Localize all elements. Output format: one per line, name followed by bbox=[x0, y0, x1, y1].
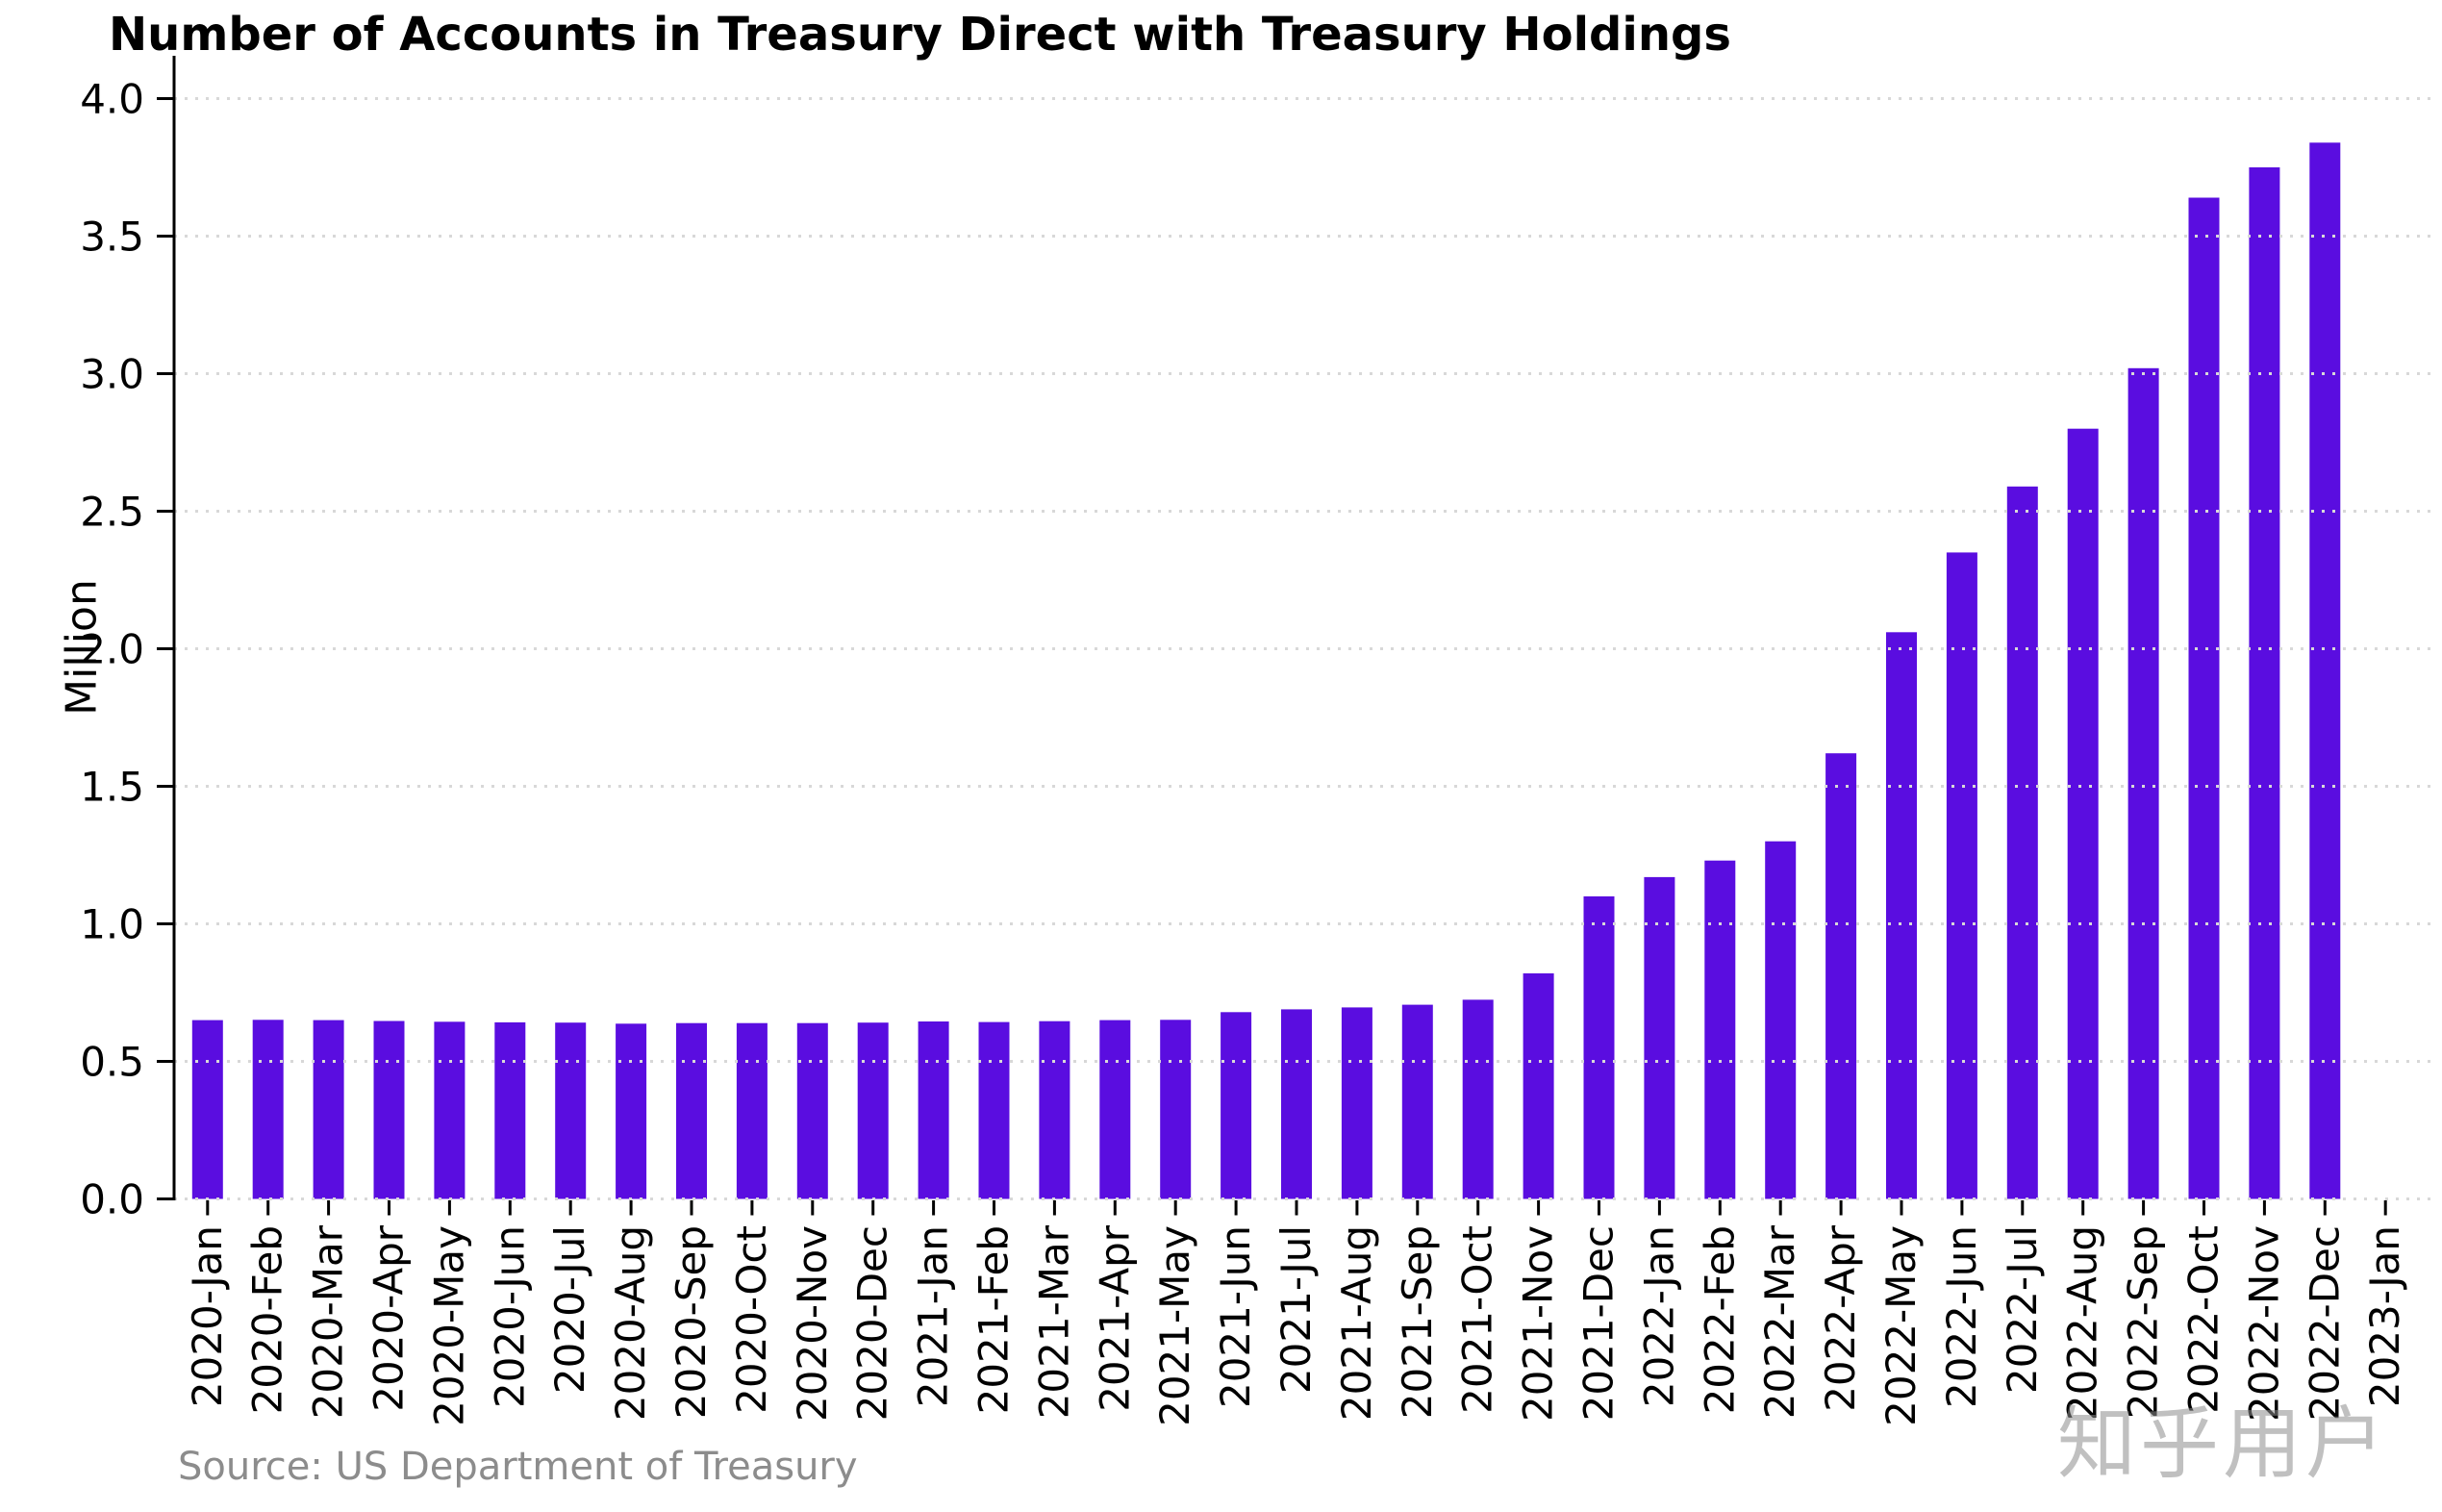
x-tick-label-2021-Nov: 2021-Nov bbox=[1515, 1225, 1562, 1422]
x-tick-label-2020-Sep: 2020-Sep bbox=[667, 1225, 715, 1419]
x-tick-label-2020-Mar: 2020-Mar bbox=[305, 1224, 352, 1419]
bar-2020-Aug bbox=[616, 1023, 647, 1199]
x-tick-label-2021-Mar: 2021-Mar bbox=[1030, 1224, 1077, 1419]
y-tick-label-1.5: 1.5 bbox=[80, 764, 144, 811]
bar-2022-Jan bbox=[1644, 876, 1675, 1199]
x-tick-label-2022-Feb: 2022-Feb bbox=[1696, 1225, 1743, 1414]
x-tick-label-2022-Jul: 2022-Jul bbox=[1999, 1225, 2046, 1394]
x-tick-label-2020-Oct: 2020-Oct bbox=[728, 1225, 775, 1414]
x-tick-label-2020-Apr: 2020-Apr bbox=[365, 1224, 413, 1412]
x-tick-label-2021-Feb: 2021-Feb bbox=[970, 1225, 1018, 1414]
x-tick-label-2022-Sep: 2022-Sep bbox=[2120, 1225, 2167, 1419]
y-tick-label-1.0: 1.0 bbox=[80, 901, 144, 948]
source-text: Source: US Department of Treasury bbox=[178, 1445, 858, 1489]
bar-2021-Jan bbox=[918, 1021, 949, 1199]
bar-2022-Aug bbox=[2067, 428, 2099, 1199]
bar-2021-May bbox=[1160, 1020, 1192, 1199]
x-tick-label-2022-Jun: 2022-Jun bbox=[1938, 1225, 1985, 1408]
x-tick-label-2020-May: 2020-May bbox=[425, 1225, 472, 1426]
bar-2021-Jun bbox=[1221, 1012, 1252, 1199]
bar-2021-Aug bbox=[1341, 1007, 1372, 1199]
y-tick-label-2.0: 2.0 bbox=[80, 626, 144, 673]
bar-2021-Apr bbox=[1099, 1020, 1131, 1199]
x-tick-label-2022-Dec: 2022-Dec bbox=[2301, 1225, 2348, 1421]
y-tick-label-2.5: 2.5 bbox=[80, 489, 144, 536]
y-tick-label-4.0: 4.0 bbox=[80, 76, 144, 123]
x-tick-label-2022-Apr: 2022-Apr bbox=[1817, 1224, 1864, 1412]
x-tick-label-2022-May: 2022-May bbox=[1877, 1225, 1925, 1426]
bar-2021-Sep bbox=[1401, 1004, 1433, 1199]
bar-2021-Jul bbox=[1281, 1009, 1312, 1199]
bar-2022-Apr bbox=[1825, 753, 1857, 1199]
bar-2021-Dec bbox=[1583, 895, 1615, 1199]
x-tick-label-2021-Dec: 2021-Dec bbox=[1575, 1225, 1623, 1421]
x-tick-label-2021-Oct: 2021-Oct bbox=[1454, 1225, 1501, 1414]
bar-2020-Jul bbox=[555, 1022, 587, 1199]
x-tick-label-2020-Jun: 2020-Jun bbox=[486, 1225, 533, 1408]
x-tick-label-2022-Oct: 2022-Oct bbox=[2180, 1225, 2228, 1414]
x-tick-label-2022-Aug: 2022-Aug bbox=[2059, 1225, 2106, 1421]
x-tick-label-2022-Nov: 2022-Nov bbox=[2240, 1225, 2287, 1422]
bar-2022-Jun bbox=[1946, 552, 1977, 1199]
bar-2022-Feb bbox=[1704, 860, 1736, 1199]
y-tick-label-3.5: 3.5 bbox=[80, 214, 144, 261]
bar-2022-Jul bbox=[2006, 486, 2038, 1199]
bar-2022-Nov bbox=[2249, 167, 2280, 1199]
x-tick-label-2020-Jan: 2020-Jan bbox=[184, 1225, 231, 1407]
bar-2020-Sep bbox=[676, 1022, 707, 1199]
bar-2020-Nov bbox=[796, 1022, 828, 1199]
watermark-text: 知乎用户 bbox=[2056, 1399, 2388, 1490]
x-tick-label-2021-Aug: 2021-Aug bbox=[1333, 1225, 1380, 1421]
bar-2022-Dec bbox=[2309, 142, 2341, 1199]
bar-2022-Mar bbox=[1765, 841, 1797, 1199]
y-tick-label-3.0: 3.0 bbox=[80, 351, 144, 398]
bar-2020-May bbox=[434, 1021, 466, 1199]
bar-2022-May bbox=[1886, 632, 1917, 1199]
x-tick-label-2020-Dec: 2020-Dec bbox=[849, 1225, 896, 1421]
bar-2020-Jan bbox=[191, 1020, 223, 1199]
bar-2020-Feb bbox=[252, 1020, 284, 1199]
x-tick-label-2020-Feb: 2020-Feb bbox=[244, 1225, 291, 1414]
y-tick-label-0.0: 0.0 bbox=[80, 1176, 144, 1223]
bar-2021-Feb bbox=[978, 1021, 1010, 1199]
bar-2020-Apr bbox=[373, 1021, 405, 1199]
bar-2022-Oct bbox=[2188, 197, 2220, 1199]
x-tick-label-2021-Apr: 2021-Apr bbox=[1091, 1224, 1138, 1412]
x-tick-label-2022-Mar: 2022-Mar bbox=[1756, 1224, 1803, 1419]
x-tick-label-2023-Jan: 2023-Jan bbox=[2361, 1225, 2408, 1407]
bar-2020-Mar bbox=[313, 1020, 344, 1199]
bar-2021-Mar bbox=[1039, 1021, 1070, 1199]
x-tick-label-2020-Nov: 2020-Nov bbox=[789, 1225, 836, 1422]
bar-2022-Sep bbox=[2127, 367, 2159, 1199]
chart-title: Number of Accounts in Treasury Direct wi… bbox=[109, 8, 1731, 62]
x-tick-label-2021-Sep: 2021-Sep bbox=[1394, 1225, 1441, 1419]
bar-2020-Dec bbox=[857, 1022, 889, 1199]
bar-2020-Oct bbox=[736, 1022, 768, 1199]
x-tick-label-2021-Jul: 2021-Jul bbox=[1272, 1225, 1320, 1394]
y-tick-label-0.5: 0.5 bbox=[80, 1039, 144, 1086]
x-tick-label-2021-May: 2021-May bbox=[1151, 1225, 1198, 1426]
x-tick-label-2022-Jan: 2022-Jan bbox=[1635, 1225, 1682, 1407]
x-tick-label-2020-Jul: 2020-Jul bbox=[546, 1225, 593, 1394]
x-tick-label-2021-Jan: 2021-Jan bbox=[910, 1225, 957, 1407]
y-axis-title: Million bbox=[57, 579, 107, 716]
x-tick-label-2021-Jun: 2021-Jun bbox=[1212, 1225, 1259, 1408]
bar-2021-Oct bbox=[1462, 999, 1494, 1199]
bar-2021-Nov bbox=[1523, 973, 1554, 1199]
x-tick-label-2020-Aug: 2020-Aug bbox=[607, 1225, 654, 1421]
bar-2020-Jun bbox=[494, 1021, 526, 1199]
